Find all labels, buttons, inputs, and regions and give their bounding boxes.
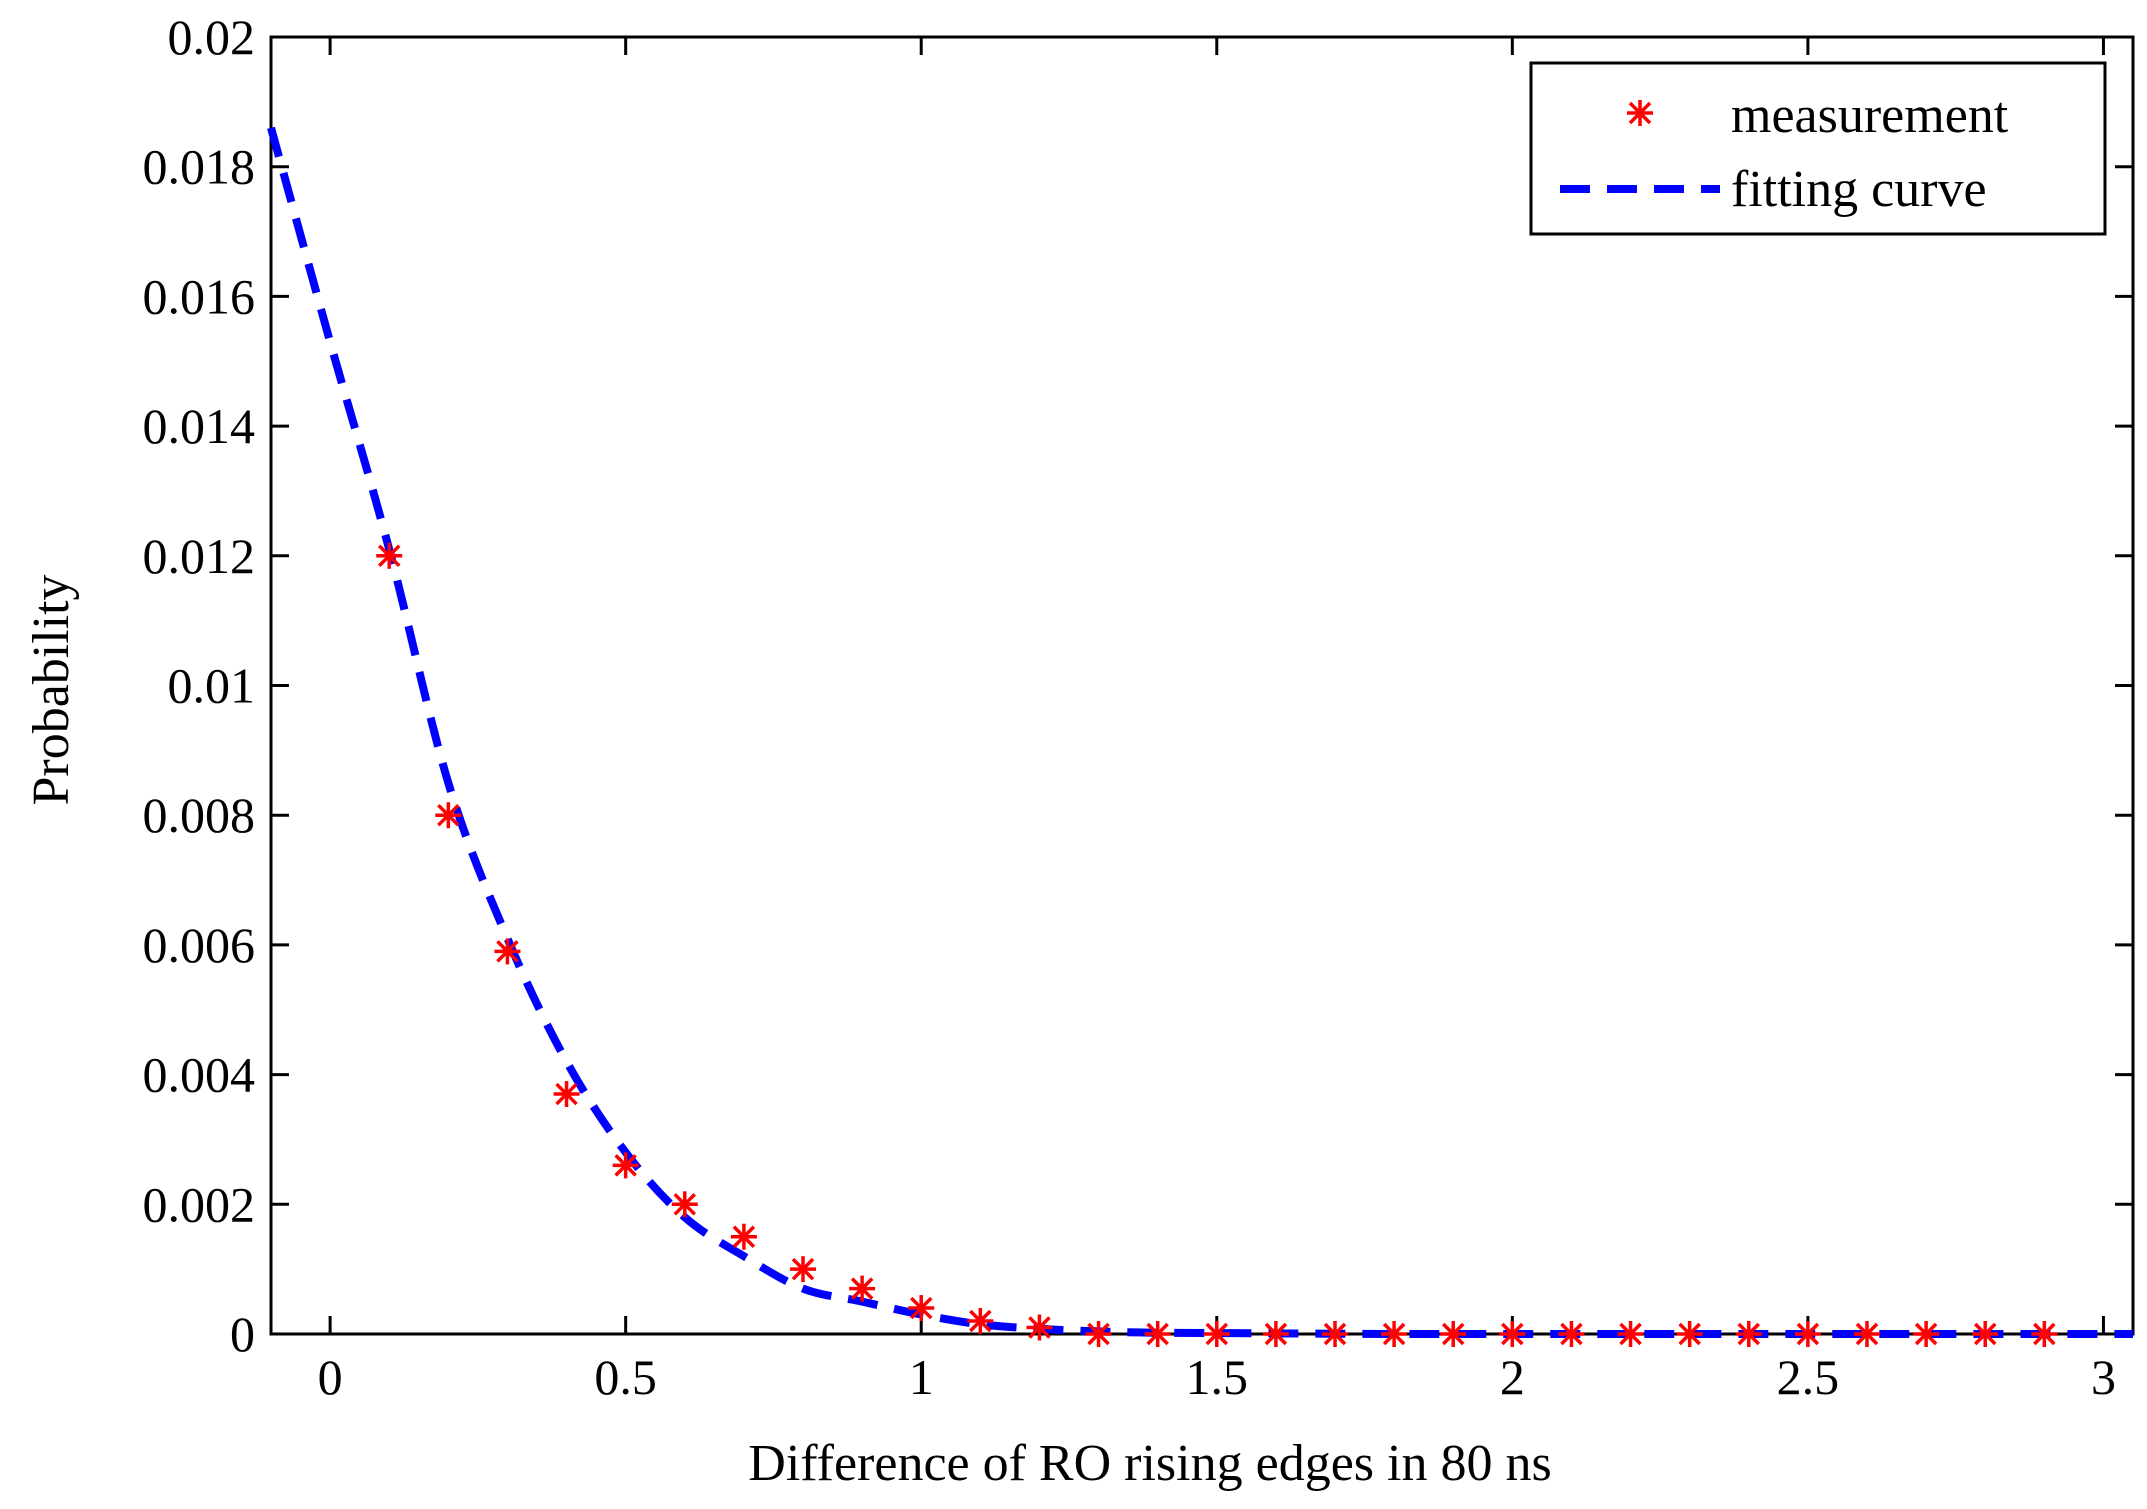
legend: measurement fitting curve bbox=[1529, 61, 2107, 236]
measurement-point bbox=[1144, 1321, 1171, 1347]
measurement-point bbox=[1026, 1314, 1053, 1341]
measurement-point bbox=[1558, 1321, 1585, 1347]
measurement-point bbox=[1854, 1321, 1880, 1347]
measurement-point bbox=[494, 938, 521, 965]
measurement-point bbox=[1972, 1321, 1999, 1347]
y-tick-label: 0.02 bbox=[168, 9, 256, 65]
measurement-point bbox=[1794, 1321, 1821, 1347]
y-tick-label: 0.016 bbox=[143, 268, 256, 324]
measurement-point bbox=[376, 542, 403, 569]
fitting-curve-layer bbox=[267, 126, 2133, 1339]
y-tick-label: 0.01 bbox=[168, 658, 256, 714]
x-tick-label: 2.5 bbox=[1777, 1349, 1840, 1405]
x-axis-label: Difference of RO rising edges in 80 ns bbox=[748, 1435, 1551, 1492]
x-tick-label: 0.5 bbox=[594, 1349, 657, 1405]
legend-measurement-marker bbox=[1627, 100, 1653, 126]
y-axis-label: Probability bbox=[23, 574, 80, 805]
measurement-point bbox=[790, 1256, 816, 1283]
x-tick-label: 3 bbox=[2091, 1349, 2116, 1405]
measurement-point bbox=[1913, 1321, 1940, 1347]
legend-label-fitting-curve: fitting curve bbox=[1731, 161, 1987, 218]
x-tick-label: 1.5 bbox=[1186, 1349, 1249, 1405]
measurement-point bbox=[1203, 1321, 1230, 1347]
measurement-point bbox=[1735, 1321, 1762, 1347]
y-tick-label: 0 bbox=[230, 1306, 255, 1362]
fitting-curve-line bbox=[267, 126, 2133, 1339]
y-tick-label: 0.014 bbox=[143, 398, 256, 454]
legend-box bbox=[1529, 61, 2107, 236]
measurement-markers-layer bbox=[376, 542, 2058, 1347]
x-tick-label: 0 bbox=[318, 1349, 343, 1405]
measurement-point bbox=[671, 1191, 698, 1218]
legend-label-measurement: measurement bbox=[1731, 87, 2009, 144]
legend-asterisk bbox=[1627, 100, 1653, 126]
measurement-point bbox=[1617, 1321, 1644, 1347]
measurement-point bbox=[1499, 1321, 1526, 1347]
measurement-point bbox=[849, 1275, 876, 1302]
measurement-point bbox=[1440, 1321, 1467, 1347]
measurement-point bbox=[1676, 1321, 1703, 1347]
measurement-point bbox=[967, 1308, 994, 1335]
axis-ticks: 0 0.5 1 1.5 2 2.5 3 0 0.002 0.004 0.006 0.008 0.01 0.… bbox=[143, 9, 2133, 1405]
x-tick-label: 1 bbox=[909, 1349, 934, 1405]
measurement-point bbox=[730, 1223, 757, 1250]
y-tick-label: 0.006 bbox=[143, 917, 256, 973]
measurement-point bbox=[435, 802, 462, 829]
measurement-point bbox=[1085, 1321, 1112, 1347]
measurement-point bbox=[1381, 1321, 1408, 1347]
y-tick-label: 0.002 bbox=[143, 1176, 256, 1232]
y-tick-label: 0.012 bbox=[143, 528, 256, 584]
measurement-point bbox=[2031, 1321, 2058, 1347]
measurement-point bbox=[612, 1152, 639, 1179]
x-tick-label: 2 bbox=[1500, 1349, 1525, 1405]
measurement-point bbox=[1322, 1321, 1348, 1347]
y-tick-label: 0.004 bbox=[143, 1047, 256, 1103]
measurement-point bbox=[1262, 1321, 1289, 1347]
measurement-point bbox=[908, 1295, 935, 1322]
measurement-point bbox=[553, 1081, 580, 1108]
y-tick-label: 0.008 bbox=[143, 787, 256, 843]
y-tick-label: 0.018 bbox=[143, 139, 256, 195]
